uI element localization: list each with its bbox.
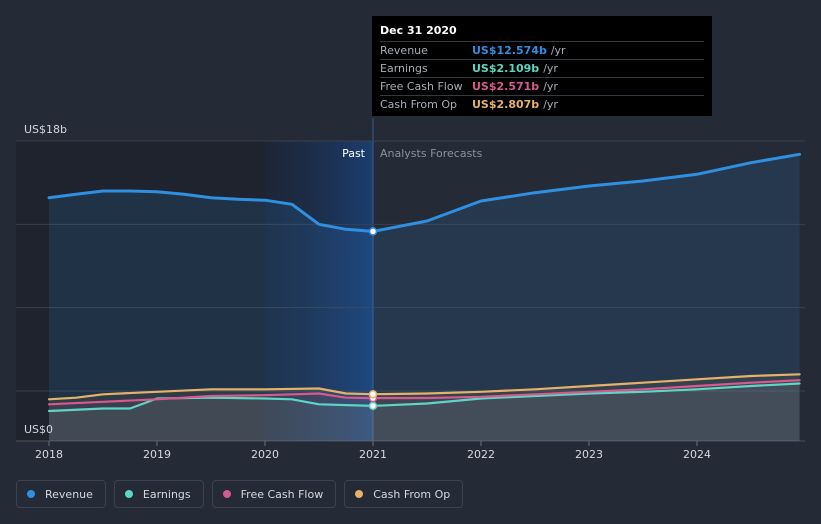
x-tick-label: 2020 bbox=[251, 448, 279, 461]
series-area-earnings bbox=[49, 383, 800, 441]
legend-dot-icon bbox=[124, 490, 133, 498]
tooltip-unit: /yr bbox=[543, 80, 558, 93]
series-line-free-cash-flow bbox=[47, 379, 801, 406]
y-axis-top-label: US$18b bbox=[24, 123, 67, 136]
x-tick-label: 2022 bbox=[467, 448, 495, 461]
x-tick-label: 2019 bbox=[143, 448, 171, 461]
legend-dot-icon bbox=[27, 490, 35, 498]
tooltip-value: US$2.571b bbox=[472, 80, 540, 93]
legend-label: Earnings bbox=[142, 487, 191, 501]
tooltip-value: US$12.574b bbox=[472, 44, 547, 57]
tooltip-date: Dec 31 2020 bbox=[380, 24, 457, 37]
tooltip-row-cash-from-op: Cash From Op US$2.807b /yr bbox=[380, 95, 704, 113]
tooltip-value: US$2.109b bbox=[472, 62, 540, 75]
point-marker-earnings bbox=[368, 401, 378, 411]
tooltip-label: Revenue bbox=[380, 44, 428, 57]
legend-item-revenue[interactable]: Revenue bbox=[16, 480, 106, 508]
tooltip-label: Earnings bbox=[380, 62, 428, 75]
tooltip-unit: /yr bbox=[543, 62, 558, 75]
legend-dot-icon bbox=[222, 490, 231, 498]
x-tick-label: 2023 bbox=[575, 448, 603, 461]
tooltip-unit: /yr bbox=[550, 44, 566, 57]
tooltip-label: Free Cash Flow bbox=[380, 80, 463, 93]
x-tick-label: 2021 bbox=[359, 448, 387, 461]
x-tick-label: 2018 bbox=[35, 448, 63, 461]
series-line-revenue bbox=[47, 152, 802, 233]
point-marker-cash-from-op bbox=[368, 389, 378, 399]
x-tick-label: 2024 bbox=[683, 448, 711, 461]
tooltip-unit: /yr bbox=[543, 98, 558, 111]
tooltip-row-earnings: Earnings US$2.109b /yr bbox=[380, 59, 704, 77]
data-tooltip: Dec 31 2020 Revenue US$12.574b /yr Earni… bbox=[372, 16, 712, 116]
forecast-label: Analysts Forecasts bbox=[380, 147, 483, 160]
legend-item-free-cash-flow[interactable]: Free Cash Flow bbox=[211, 480, 337, 508]
legend-item-earnings[interactable]: Earnings bbox=[113, 480, 204, 508]
tooltip-value: US$2.807b bbox=[472, 98, 540, 111]
point-marker-revenue bbox=[368, 227, 378, 236]
series-area-revenue bbox=[49, 154, 800, 442]
chart-legend: Revenue Earnings Free Cash Flow Cash Fro… bbox=[16, 480, 464, 508]
legend-label: Cash From Op bbox=[373, 487, 451, 501]
tooltip-row-free-cash-flow: Free Cash Flow US$2.571b /yr bbox=[380, 77, 704, 95]
legend-label: Revenue bbox=[45, 487, 93, 501]
series-area-free-cash-flow bbox=[49, 380, 800, 441]
legend-item-cash-from-op[interactable]: Cash From Op bbox=[344, 480, 464, 508]
legend-dot-icon bbox=[355, 490, 364, 498]
y-axis-bottom-label: US$0 bbox=[24, 423, 53, 436]
past-label: Past bbox=[342, 147, 366, 160]
tooltip-row-revenue: Revenue US$12.574b /yr bbox=[380, 41, 704, 59]
tooltip-label: Cash From Op bbox=[380, 98, 458, 111]
legend-label: Free Cash Flow bbox=[240, 487, 324, 501]
